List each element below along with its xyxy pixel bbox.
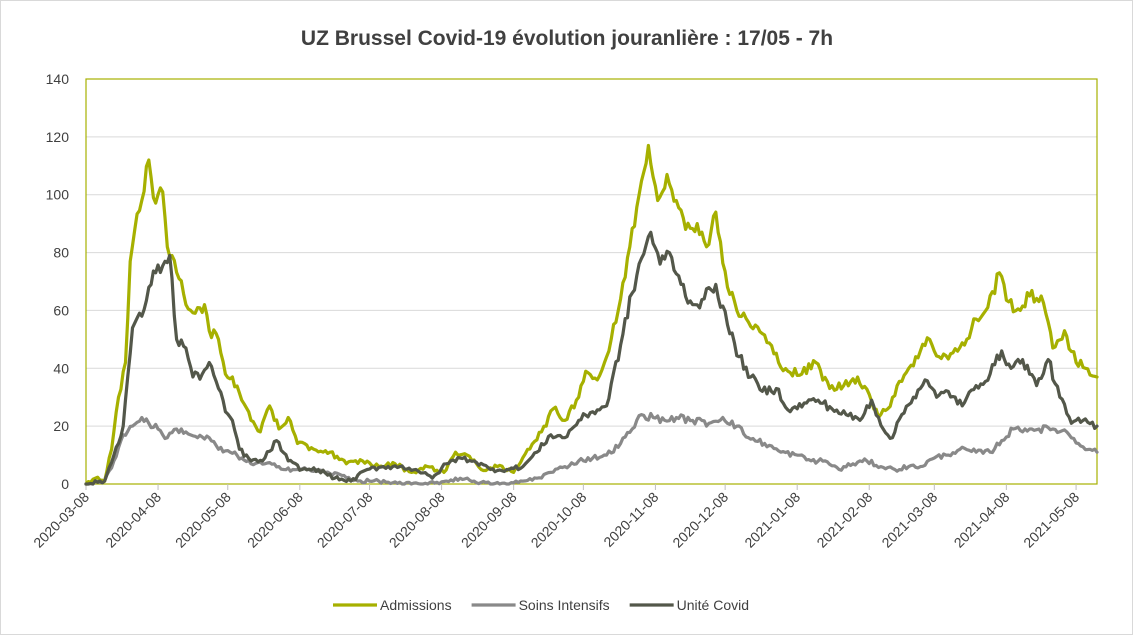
legend-label: Admissions — [380, 597, 452, 613]
legend: Admissions Soins Intensifs Unité Covid — [333, 597, 749, 613]
x-tick-label: 2021-02-08 — [813, 489, 875, 551]
y-tick-label: 60 — [53, 302, 69, 318]
x-tick-label: 2020-04-08 — [102, 489, 164, 551]
x-tick-label: 2020-03-08 — [30, 489, 92, 551]
series-line-soins-intensifs — [84, 411, 1099, 486]
x-tick-label: 2020-05-08 — [172, 489, 234, 551]
chart-title: UZ Brussel Covid-19 évolution jouranlièr… — [301, 27, 833, 50]
y-tick-label: 40 — [53, 360, 69, 376]
legend-item-unite-covid: Unité Covid — [629, 597, 749, 613]
x-tick-label: 2021-04-08 — [951, 489, 1013, 551]
y-tick-label: 80 — [53, 245, 69, 261]
x-tick-label: 2020-11-08 — [600, 489, 661, 550]
x-tick-label: 2021-05-08 — [1020, 489, 1082, 551]
legend-item-soins-intensifs: Soins Intensifs — [471, 597, 610, 613]
y-tick-label: 20 — [53, 418, 69, 434]
y-tick-label: 0 — [61, 476, 69, 492]
x-tick-label: 2020-12-08 — [669, 489, 731, 551]
x-tick-label: 2021-03-08 — [878, 489, 940, 551]
gridlines — [86, 136, 1097, 427]
series-line-unite-covid — [84, 230, 1099, 486]
series-lines — [84, 143, 1099, 486]
x-tick-label: 2020-08-08 — [386, 489, 448, 551]
x-tick-label: 2020-07-08 — [314, 489, 376, 551]
x-tick-label: 2020-10-08 — [528, 489, 590, 551]
y-tick-label: 140 — [46, 71, 70, 87]
series-line-admissions — [84, 143, 1099, 486]
legend-label: Soins Intensifs — [519, 597, 610, 613]
plot-area-border — [85, 78, 1098, 485]
x-tick-label: 2020-09-08 — [458, 489, 520, 551]
legend-item-admissions: Admissions — [333, 597, 452, 613]
x-tick-label: 2020-06-08 — [244, 489, 306, 551]
legend-label: Unité Covid — [677, 597, 749, 613]
x-axis-tick-labels: 2020-03-08 2020-04-08 2020-05-08 2020-06-08… — [30, 484, 1082, 551]
y-axis-tick-labels: 0 20 40 60 80 100 120 140 — [46, 71, 70, 492]
y-tick-label: 120 — [46, 129, 70, 145]
y-tick-label: 100 — [46, 187, 70, 203]
x-tick-label: 2021-01-08 — [741, 489, 803, 551]
